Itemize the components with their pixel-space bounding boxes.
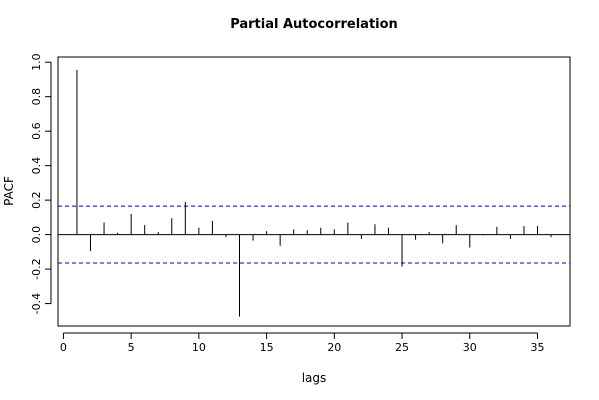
x-tick-label: 35 — [530, 341, 544, 354]
x-tick-label: 0 — [60, 341, 67, 354]
x-tick-label: 30 — [463, 341, 477, 354]
y-tick-label: 0.4 — [30, 157, 43, 175]
plot-frame — [57, 56, 571, 327]
y-tick-label: -0.4 — [30, 293, 43, 314]
y-tick-label: -0.2 — [30, 258, 43, 279]
x-tick-label: 25 — [395, 341, 409, 354]
y-tick-label: 0.0 — [30, 226, 43, 244]
y-axis-label: PACF — [2, 176, 16, 206]
y-tick-label: 1.0 — [30, 53, 43, 71]
confidence-bounds — [58, 205, 570, 264]
x-tick-label: 5 — [128, 341, 135, 354]
y-tick-label: 0.8 — [30, 88, 43, 106]
y-tick-label: 0.2 — [30, 191, 43, 209]
x-tick-label: 10 — [192, 341, 206, 354]
x-tick-label: 15 — [260, 341, 274, 354]
y-axis: -0.4 -0.2 0.0 0.2 0.4 0.6 0.8 1.0 — [30, 53, 52, 314]
y-tick-label: 0.6 — [30, 122, 43, 140]
chart-title: Partial Autocorrelation — [230, 17, 398, 32]
x-axis: 0 5 10 15 20 25 30 35 — [60, 332, 544, 354]
x-axis-label: lags — [302, 371, 327, 385]
x-tick-label: 20 — [327, 341, 341, 354]
pacf-bars — [76, 69, 552, 317]
